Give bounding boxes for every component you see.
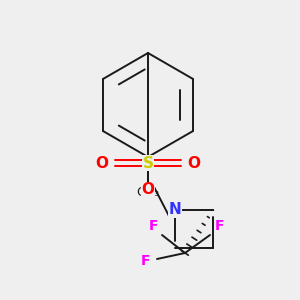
Text: O: O xyxy=(95,155,109,170)
Text: F: F xyxy=(140,254,150,268)
Text: F: F xyxy=(148,219,158,233)
Text: S: S xyxy=(142,155,154,170)
Text: O: O xyxy=(188,155,200,170)
Text: O: O xyxy=(142,182,154,197)
Text: N: N xyxy=(169,202,182,217)
Text: F: F xyxy=(214,219,224,233)
Text: CH₃: CH₃ xyxy=(136,187,160,200)
